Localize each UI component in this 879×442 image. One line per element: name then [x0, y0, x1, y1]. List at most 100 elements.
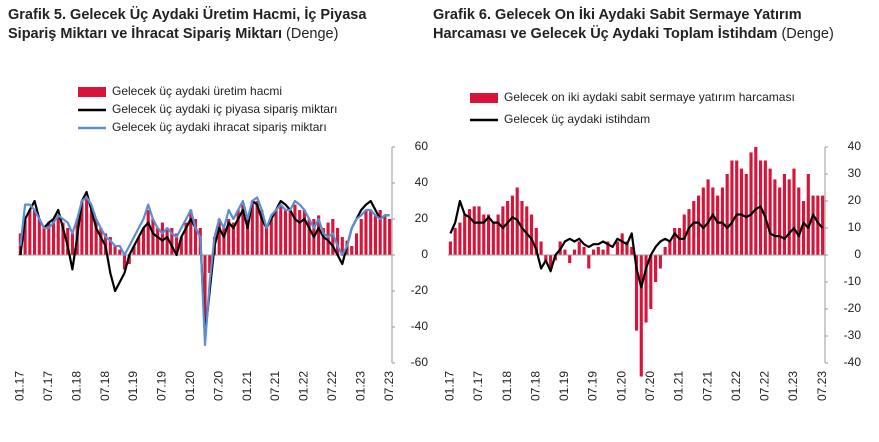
bar	[184, 222, 188, 255]
bar	[630, 246, 634, 255]
x-tick-label: 01.18	[500, 371, 514, 401]
legend-label: Gelecek üç aydaki ihracat sipariş miktar…	[112, 120, 327, 134]
bar	[274, 210, 278, 255]
chart-title: Grafik 5. Gelecek Üç Aydaki Üretim Hacmi…	[8, 7, 367, 42]
bar	[137, 237, 141, 255]
x-tick-label: 01.23	[786, 371, 800, 401]
bar	[720, 187, 724, 255]
bar	[587, 255, 591, 269]
bar	[255, 201, 259, 255]
bar	[236, 210, 240, 255]
x-tick-label: 07.23	[815, 371, 829, 401]
bar	[33, 210, 37, 255]
bar	[491, 222, 495, 255]
bar	[673, 228, 677, 255]
bar	[373, 215, 377, 255]
legend-label: Gelecek üç aydaki iç piyasa sipariş mikt…	[112, 102, 337, 116]
legend-swatch	[470, 93, 498, 103]
bar	[28, 210, 32, 255]
bar	[572, 249, 577, 255]
bar	[222, 228, 226, 255]
bar	[298, 210, 302, 255]
bar	[821, 195, 825, 255]
bar	[730, 160, 734, 255]
bar	[264, 228, 269, 255]
bar	[94, 219, 98, 255]
bar	[625, 241, 629, 255]
bar	[467, 209, 472, 255]
x-tick-label: 01.19	[126, 371, 140, 401]
bar	[99, 228, 103, 255]
bar	[463, 214, 467, 255]
x-tick-label: 07.20	[643, 371, 657, 401]
bar	[549, 255, 553, 269]
bar	[193, 219, 198, 255]
bar	[792, 168, 796, 255]
x-tick-label: 07.20	[211, 371, 225, 401]
y-tick-label: -40	[411, 319, 429, 333]
line	[19, 196, 390, 347]
bar	[544, 255, 548, 264]
bar	[615, 241, 619, 255]
bar	[529, 214, 534, 255]
x-tick-label: 01.20	[614, 371, 628, 401]
legend-swatch	[78, 87, 106, 97]
x-tick-label: 01.22	[297, 371, 311, 401]
bar	[577, 241, 581, 255]
bar	[568, 255, 572, 264]
y-tick-label: -10	[844, 274, 862, 288]
x-tick-label: 01.18	[69, 371, 83, 401]
bar	[179, 237, 183, 255]
bar	[596, 246, 600, 255]
bar	[754, 147, 758, 255]
bar	[335, 228, 340, 255]
bar	[61, 222, 65, 255]
bar	[725, 174, 729, 255]
bar	[482, 214, 486, 255]
bar	[711, 187, 715, 255]
bar	[80, 201, 84, 255]
bar	[563, 249, 567, 255]
bar	[85, 197, 89, 255]
bar	[307, 219, 311, 255]
bar	[668, 241, 672, 255]
bar	[66, 228, 70, 255]
bar	[151, 219, 155, 255]
bar	[801, 201, 806, 255]
bar	[283, 210, 288, 255]
bar	[797, 187, 801, 255]
bar	[582, 246, 586, 255]
bar	[321, 228, 325, 255]
bar	[458, 222, 462, 255]
x-tick-label: 01.20	[183, 371, 197, 401]
x-tick-label: 07.21	[700, 371, 714, 401]
bar	[816, 195, 820, 255]
bar	[763, 160, 767, 255]
bar	[383, 215, 387, 255]
bar	[696, 195, 701, 255]
bar	[692, 201, 696, 255]
bar	[260, 210, 264, 255]
bar	[170, 228, 174, 255]
bar	[701, 187, 705, 255]
bar	[472, 206, 476, 255]
bar	[716, 195, 720, 255]
x-tick-label: 07.18	[98, 371, 112, 401]
bar	[486, 214, 491, 255]
bar	[525, 206, 529, 255]
x-tick-label: 07.17	[41, 371, 55, 401]
bar	[654, 255, 658, 282]
x-tick-label: 01.21	[672, 371, 686, 401]
bar	[156, 228, 160, 255]
chart-subtitle: (Denge)	[781, 26, 834, 42]
bar	[706, 179, 710, 255]
bar	[326, 222, 330, 255]
bar	[89, 210, 93, 255]
bar	[217, 219, 221, 255]
y-tick-label: 0	[421, 247, 428, 261]
y-tick-label: 30	[848, 166, 862, 180]
bar	[663, 246, 667, 255]
y-tick-label: -20	[411, 283, 429, 297]
